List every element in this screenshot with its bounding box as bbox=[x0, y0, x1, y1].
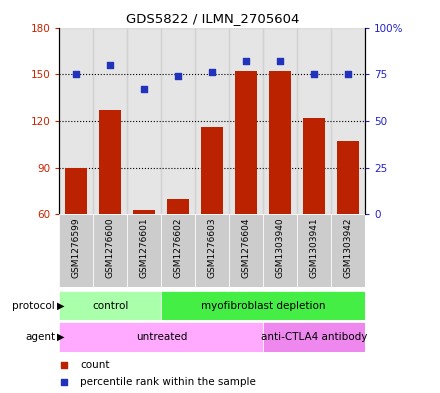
Bar bbox=[59, 291, 161, 320]
Text: GSM1303940: GSM1303940 bbox=[276, 218, 285, 279]
Bar bbox=[331, 214, 365, 287]
Bar bbox=[93, 28, 127, 214]
Point bbox=[243, 58, 250, 64]
Bar bbox=[263, 28, 297, 214]
Text: anti-CTLA4 antibody: anti-CTLA4 antibody bbox=[261, 332, 367, 342]
Bar bbox=[161, 214, 195, 287]
Text: ▶: ▶ bbox=[57, 301, 65, 310]
Text: myofibroblast depletion: myofibroblast depletion bbox=[201, 301, 326, 310]
Text: GSM1303941: GSM1303941 bbox=[310, 218, 319, 279]
Bar bbox=[331, 28, 365, 214]
Bar bbox=[167, 198, 189, 214]
Bar bbox=[161, 291, 365, 320]
Text: GSM1276599: GSM1276599 bbox=[72, 218, 81, 279]
Text: protocol: protocol bbox=[12, 301, 55, 310]
Text: percentile rank within the sample: percentile rank within the sample bbox=[80, 377, 256, 387]
Point bbox=[175, 73, 182, 79]
Bar bbox=[201, 127, 224, 214]
Bar bbox=[297, 28, 331, 214]
Bar bbox=[297, 214, 331, 287]
Text: GSM1276600: GSM1276600 bbox=[106, 218, 115, 279]
Bar bbox=[229, 214, 263, 287]
Point bbox=[73, 71, 80, 77]
Bar bbox=[263, 322, 365, 352]
Point bbox=[141, 86, 148, 92]
Bar bbox=[59, 322, 263, 352]
Bar bbox=[303, 118, 325, 214]
Point bbox=[61, 378, 68, 385]
Text: GSM1276601: GSM1276601 bbox=[140, 218, 149, 279]
Point bbox=[311, 71, 318, 77]
Bar bbox=[229, 28, 263, 214]
Bar bbox=[161, 28, 195, 214]
Bar bbox=[263, 214, 297, 287]
Text: GSM1276602: GSM1276602 bbox=[174, 218, 183, 278]
Bar bbox=[93, 214, 127, 287]
Bar bbox=[99, 110, 121, 214]
Point bbox=[209, 69, 216, 75]
Bar bbox=[59, 214, 93, 287]
Bar bbox=[127, 214, 161, 287]
Point bbox=[277, 58, 284, 64]
Text: control: control bbox=[92, 301, 128, 310]
Bar bbox=[337, 141, 359, 214]
Point bbox=[345, 71, 352, 77]
Point bbox=[107, 62, 114, 68]
Text: agent: agent bbox=[25, 332, 55, 342]
Bar bbox=[127, 28, 161, 214]
Bar bbox=[66, 167, 88, 214]
Title: GDS5822 / ILMN_2705604: GDS5822 / ILMN_2705604 bbox=[125, 12, 299, 25]
Bar bbox=[235, 71, 257, 214]
Bar bbox=[269, 71, 291, 214]
Point bbox=[61, 362, 68, 368]
Bar bbox=[59, 28, 93, 214]
Bar bbox=[133, 209, 155, 214]
Text: ▶: ▶ bbox=[57, 332, 65, 342]
Bar bbox=[195, 28, 229, 214]
Bar bbox=[195, 214, 229, 287]
Text: GSM1276603: GSM1276603 bbox=[208, 218, 217, 279]
Text: GSM1303942: GSM1303942 bbox=[344, 218, 353, 278]
Text: untreated: untreated bbox=[136, 332, 187, 342]
Text: count: count bbox=[80, 360, 110, 370]
Text: GSM1276604: GSM1276604 bbox=[242, 218, 251, 278]
